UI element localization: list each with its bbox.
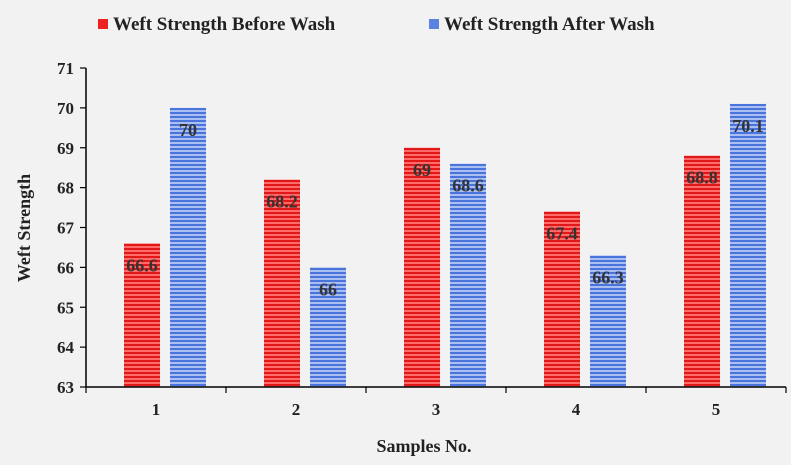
bar [404,147,440,387]
bar [450,163,486,387]
legend-swatch [429,19,439,29]
y-tick-label: 64 [57,338,75,357]
bar [264,179,300,387]
legend: Weft Strength Before Wash Weft Strength A… [98,14,655,35]
data-label: 67.4 [546,224,578,244]
data-labels: 66.6 70 68.2 66 69 68.6 67.4 66.3 68.8 70.1 [126,116,764,299]
data-label: 68.2 [266,192,298,212]
bars [124,103,766,387]
bar [310,267,346,387]
data-label: 66.6 [126,255,158,275]
x-tick-label: 4 [572,400,581,419]
y-tick-label: 70 [57,99,74,118]
x-tick-label: 2 [292,400,301,419]
bar [590,255,626,387]
x-tick-label: 1 [152,400,161,419]
bar [544,211,580,387]
axes: 63 64 65 66 67 68 69 70 71 1 2 3 4 5 [57,59,787,419]
y-axis-title: Weft Strength [14,174,34,282]
data-label: 69 [413,160,431,180]
data-label: 66 [319,279,337,299]
y-tick-label: 66 [57,258,74,277]
data-label: 70.1 [732,116,764,136]
y-tick-label: 65 [57,298,74,317]
legend-swatch [98,19,108,29]
legend-label: Weft Strength After Wash [444,14,655,35]
y-tick-label: 68 [57,179,74,198]
x-tick-label: 3 [432,400,441,419]
y-tick-label: 69 [57,139,74,158]
data-label: 66.3 [592,267,624,287]
data-label: 70 [179,120,197,140]
x-tick-label: 5 [712,400,721,419]
legend-label: Weft Strength Before Wash [113,14,336,35]
bar [170,107,206,387]
bar [730,103,766,387]
data-label: 68.8 [686,168,718,188]
y-tick-label: 71 [57,59,74,78]
bar [124,243,160,387]
bar [684,155,720,387]
x-axis-title: Samples No. [376,436,471,456]
y-tick-label: 63 [57,378,74,397]
data-label: 68.6 [452,176,484,196]
y-tick-label: 67 [57,219,75,238]
